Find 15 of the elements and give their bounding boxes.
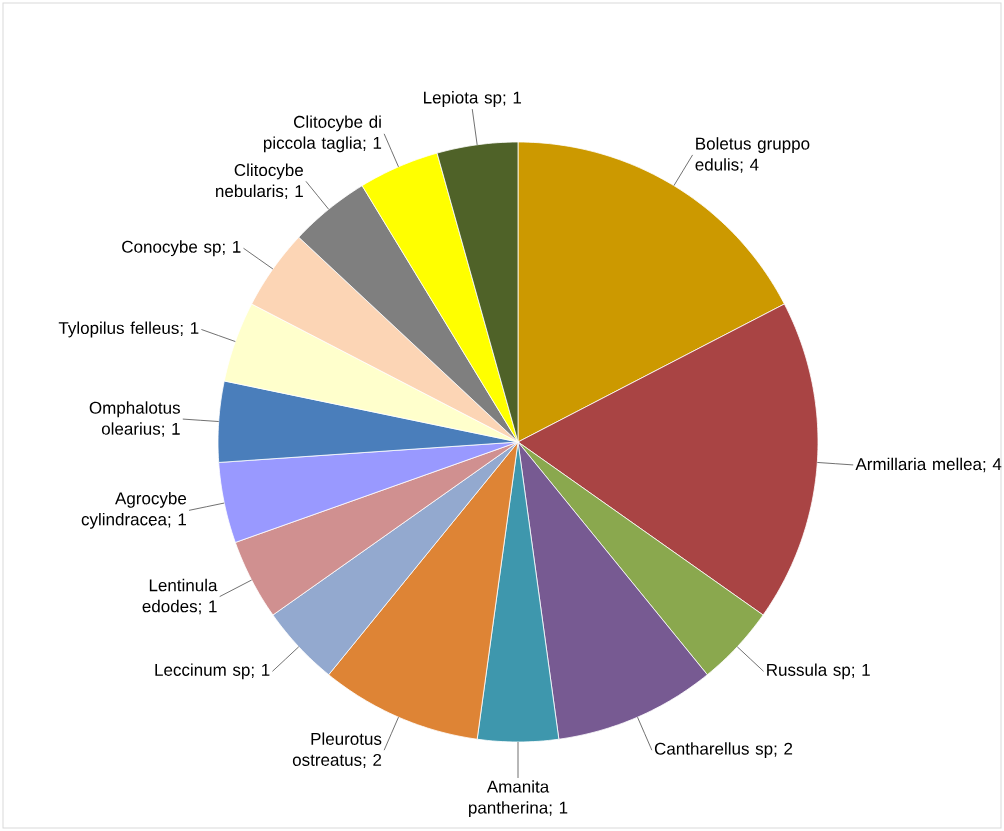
slice-label: Lepiota sp; 1: [424, 91, 522, 107]
slice-label: Cantharellus sp; 2: [654, 742, 793, 759]
slice-label: Leccinum sp; 1: [155, 663, 270, 680]
slice-label: Clitocybe di piccola taglia; 1: [263, 115, 382, 153]
slice-label: Armillaria mellea; 4: [855, 457, 1002, 473]
slice-label: Amanita pantherina; 1: [469, 780, 568, 818]
slice-label: Omphalotus olearius; 1: [89, 401, 180, 437]
slice-label: Lentinula edodes; 1: [142, 578, 218, 615]
slice-label: Clitocybe nebularis; 1: [216, 163, 303, 200]
slice-label: Russula sp; 1: [767, 663, 870, 680]
slice-label: Boletus gruppo edulis; 4: [695, 137, 810, 173]
slice-label: Tylopilus felleus; 1: [58, 321, 199, 338]
slice-label: Pleurotus ostreatus; 2: [292, 732, 382, 768]
slice-label: Agrocybe cylindracea; 1: [81, 491, 187, 529]
slice-label: Conocybe sp; 1: [122, 240, 241, 257]
